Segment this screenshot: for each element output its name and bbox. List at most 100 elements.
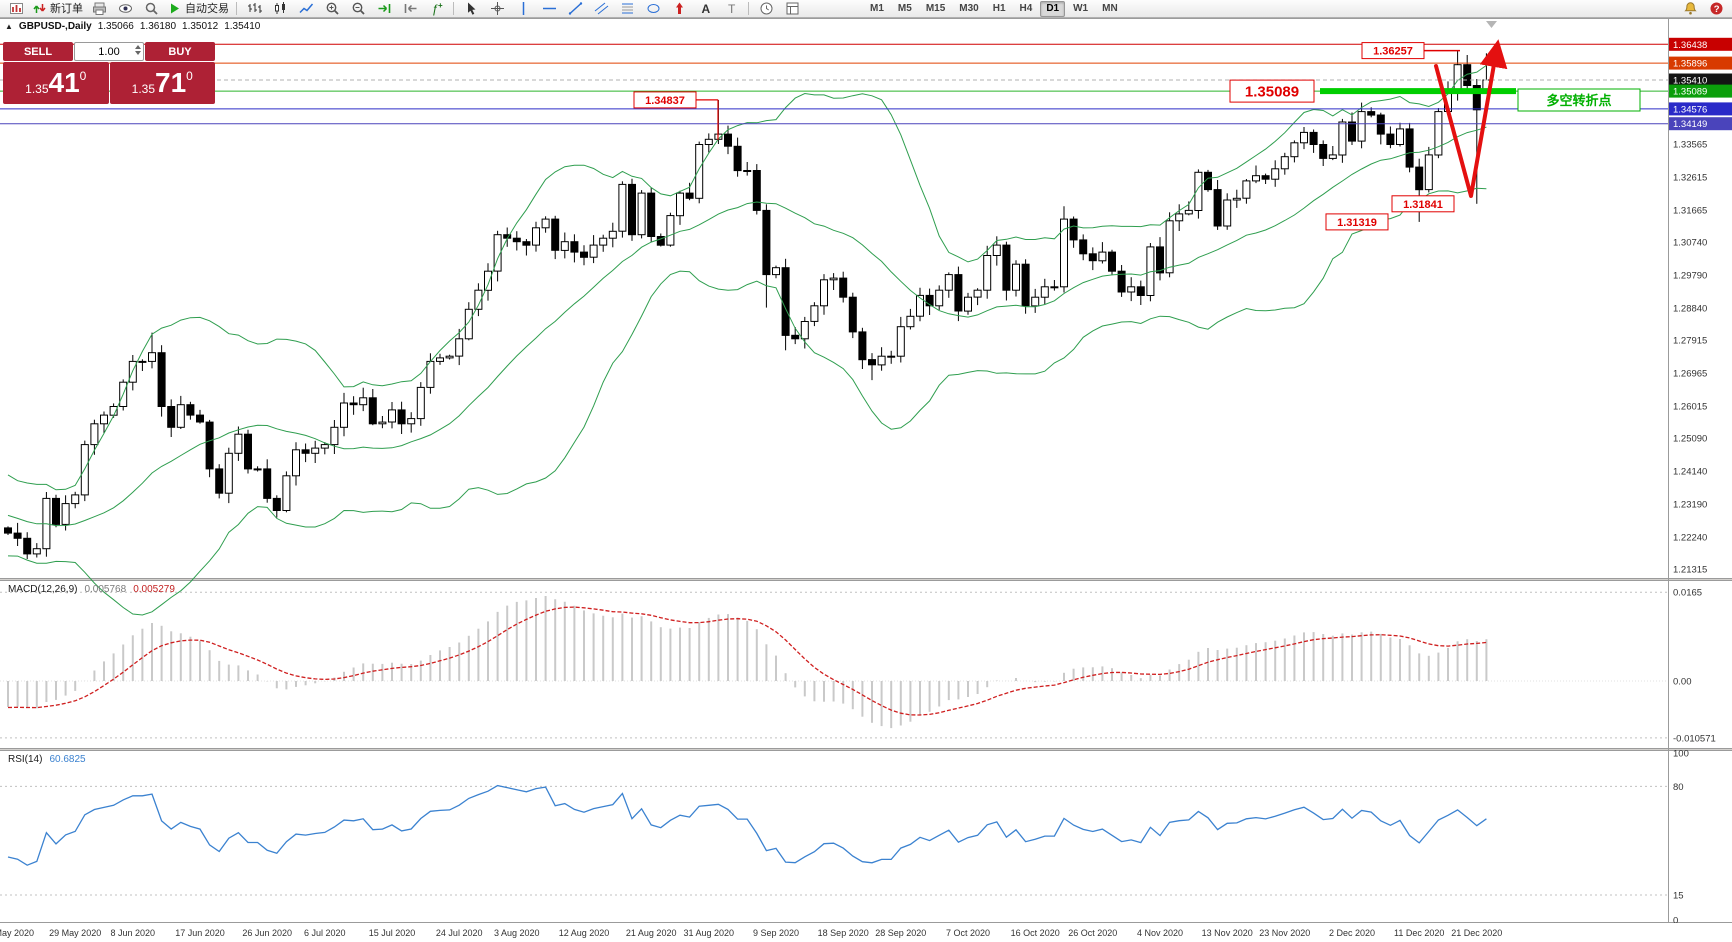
cursor-button[interactable] [458,0,484,18]
chart-annotations[interactable]: 1.36257 1.35089 1.34837 1.31841 1.31319 多空转折点 [633,39,1641,231]
svg-text:A: A [701,2,710,16]
buy-price-display[interactable]: 1.35 71 0 [109,62,215,104]
arrows-button[interactable] [666,0,692,18]
indicators-button[interactable]: ƒ + [423,0,449,18]
autotrading-button[interactable]: 自动交易 [164,0,232,18]
volume-down-icon[interactable] [135,51,141,55]
collapse-trade-panel-button[interactable]: ▲ [5,21,13,31]
sell-price-display[interactable]: 1.35 41 0 [3,62,109,104]
print-preview-button[interactable] [112,0,138,18]
fibonacci-button[interactable] [614,0,640,18]
templates-icon [786,2,798,15]
templates-button[interactable] [779,0,805,18]
date-label: 26 Jun 2020 [242,928,292,938]
date-label: 29 May 2020 [49,928,101,938]
macd-name: MACD(12,26,9) [8,584,78,595]
price-badge [1669,37,1732,51]
volume-up-icon[interactable] [135,45,141,49]
chart-shift-marker[interactable] [1486,21,1497,28]
macd-signal-value: 0.005279 [133,584,175,595]
price-tick: 1.24140 [1673,467,1707,478]
hline-icon [542,7,556,10]
periods-button[interactable] [753,0,779,18]
timeframe-button-d1[interactable]: D1 [1040,0,1066,17]
macd-axis-label: 0.00 [1673,677,1692,688]
print-button[interactable] [86,0,112,18]
timeframe-button-mn[interactable]: MN [1102,2,1118,14]
timeframe-button-m15[interactable]: M15 [925,2,946,14]
horizontal-line-button[interactable] [536,0,562,18]
trendline-icon [568,2,582,15]
bar-high-value: 1.36180 [139,21,177,32]
timeframe-button-h1[interactable]: H1 [992,2,1006,14]
volume-input[interactable]: 1.00 [74,42,144,61]
channel-button[interactable] [588,0,614,18]
macd-main-value: 0.005768 [84,584,127,595]
price-label-text: 1.34837 [645,95,685,107]
timeframe-button-m1[interactable]: M1 [870,2,884,14]
candlestick-chart-button[interactable] [267,0,293,18]
price-scale[interactable]: 1.33565 1.32615 1.31665 1.30740 1.29790 1.288… [1669,37,1732,576]
new-chart-icon [9,3,23,14]
date-label: 31 Aug 2020 [684,928,735,938]
timeframe-button-h4[interactable]: H4 [1019,2,1033,14]
date-label: 16 Oct 2020 [1011,928,1060,938]
date-label: 26 Oct 2020 [1068,928,1117,938]
buy-button[interactable]: BUY [145,42,215,61]
support-level-segment[interactable] [1320,88,1516,95]
price-label-annotation[interactable] [1325,213,1389,231]
zoom-in-button[interactable] [319,0,345,18]
toolbar-separator [453,2,454,15]
timeframe-button-m5[interactable]: M5 [897,2,912,14]
help-button[interactable]: ? [1703,0,1729,18]
price-tick: 1.33565 [1673,140,1707,151]
bars-chart-button[interactable] [241,0,267,18]
search-button[interactable] [138,0,164,18]
v-reversal-arrow[interactable] [1434,39,1508,198]
price-label-annotation[interactable] [1229,79,1315,103]
price-tick: 1.26015 [1673,401,1707,412]
zoom-out-button[interactable] [345,0,371,18]
crosshair-button[interactable] [484,0,510,18]
shapes-button[interactable] [640,0,666,18]
label-button[interactable]: T [718,0,744,18]
trendline-button[interactable] [562,0,588,18]
note-box-annotation[interactable] [1517,88,1641,112]
bar-open-value: 1.35066 [97,21,134,32]
volume-stepper[interactable] [135,45,141,55]
line-chart-button[interactable] [293,0,319,18]
price-tick: 1.30740 [1673,238,1707,249]
price-badge-text: 1.34576 [1673,104,1707,115]
price-label-annotation[interactable] [633,91,697,109]
bars-icon [247,3,262,13]
pane-divider[interactable] [0,578,1732,581]
text-button[interactable]: A [692,0,718,18]
timeframe-button-w1[interactable]: W1 [1073,2,1089,14]
new-order-button[interactable]: 新订单 [29,0,86,18]
price-badge-text: 1.34149 [1673,119,1707,130]
date-label: 3 Aug 2020 [494,928,540,938]
price-tick: 1.27915 [1673,336,1707,347]
date-axis[interactable]: 20 May 2020 29 May 2020 8 Jun 2020 17 Jun 2… [0,923,1732,942]
timeframe-button-m30[interactable]: M30 [959,2,979,14]
new-chart-button[interactable] [3,0,29,18]
auto-scroll-button[interactable] [371,0,397,18]
sell-price-pips: 41 [48,67,80,98]
search-icon [145,2,158,15]
date-label: 21 Aug 2020 [626,928,677,938]
price-label-annotation[interactable] [1361,42,1425,60]
vertical-line-button[interactable] [510,0,536,18]
autotrading-button-label: 自动交易 [185,2,229,15]
pane-divider[interactable] [0,748,1732,751]
bollinger-bands [7,64,1487,616]
bell-icon [1683,2,1697,15]
price-label-annotation[interactable] [1391,195,1455,213]
alerts-button[interactable] [1677,0,1703,18]
bar-low-value: 1.35012 [182,21,219,32]
buy-price-point: 0 [186,69,193,83]
chart-shift-button[interactable] [397,0,423,18]
sell-button[interactable]: SELL [3,42,73,61]
